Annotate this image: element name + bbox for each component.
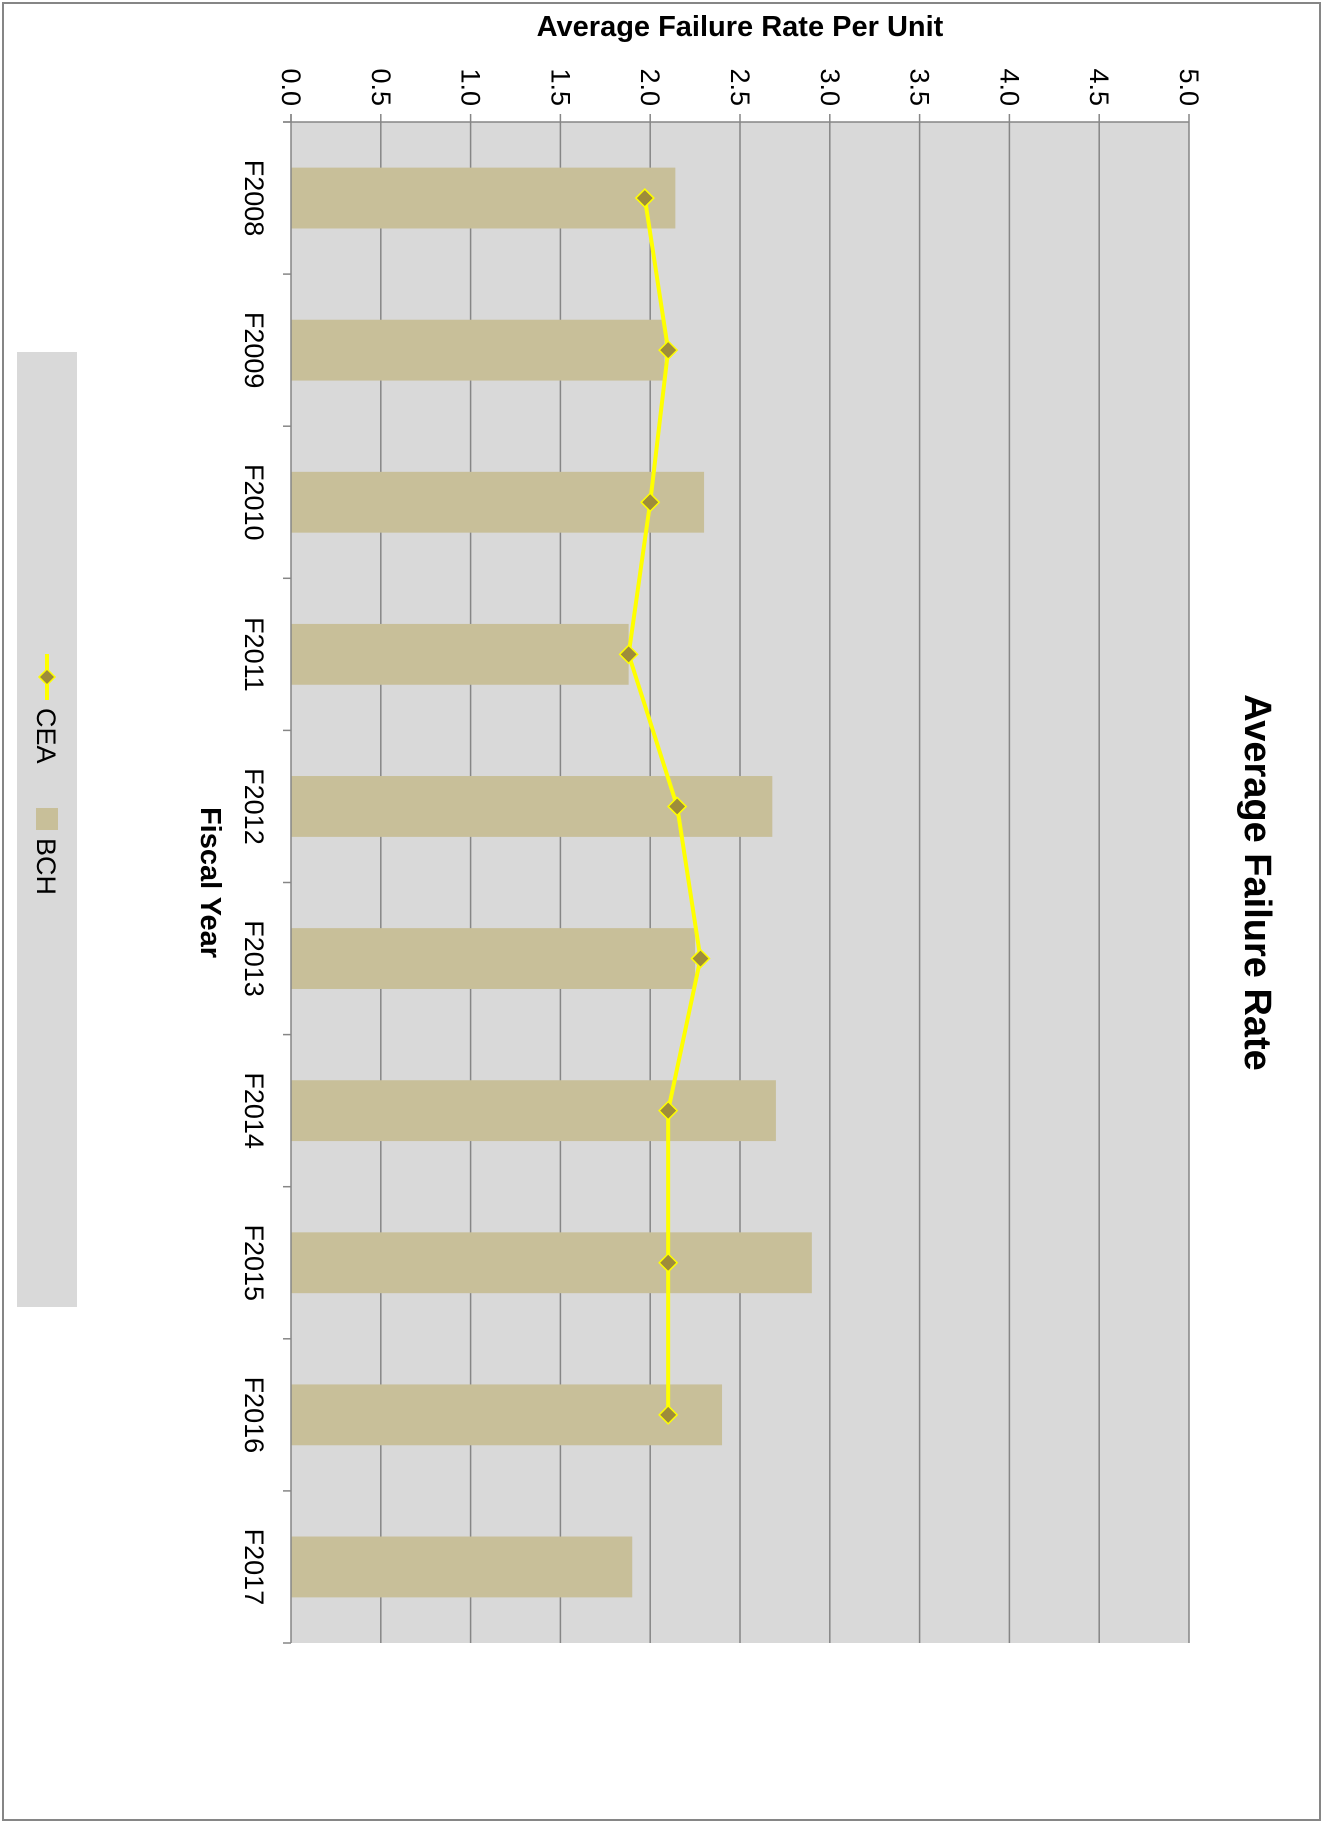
cea-marker xyxy=(658,1252,679,1273)
bch-bar xyxy=(291,623,629,685)
y-tick-label: 5.0 xyxy=(1174,68,1204,106)
bch-bar xyxy=(291,167,676,229)
y-tick-label: 1.0 xyxy=(456,68,486,106)
x-tick-label: F2013 xyxy=(239,920,269,997)
bch-bar xyxy=(290,1232,812,1294)
legend-bch-swatch xyxy=(36,808,58,830)
legend: BCH CEA xyxy=(17,352,77,1307)
cea-marker xyxy=(667,796,688,817)
y-tick-labels: 0.0 0.5 1.0 1.5 2.0 2.5 3.0 3.5 4.0 4.5 5.0 xyxy=(276,68,1204,106)
bch-bar xyxy=(291,776,773,837)
x-tick-label: F2015 xyxy=(239,1224,269,1301)
y-tick-label: 2.0 xyxy=(635,68,665,106)
cea-marker xyxy=(690,948,711,969)
x-tick-label: F2011 xyxy=(239,617,269,692)
y-tick-label: 4.0 xyxy=(994,68,1024,106)
cea-marker xyxy=(634,187,655,209)
bch-bar xyxy=(291,471,705,533)
legend-cea-label: CEA xyxy=(31,708,61,764)
bch-bar xyxy=(291,1536,633,1598)
y-tick-label: 1.5 xyxy=(545,68,575,106)
x-axis-title: Fiscal Year xyxy=(194,807,226,958)
bch-bar xyxy=(291,319,665,381)
cea-marker xyxy=(658,340,679,361)
cea-markers xyxy=(618,187,711,1425)
y-tick-label: 3.5 xyxy=(905,68,935,106)
y-tick-label: 4.5 xyxy=(1084,68,1114,106)
chart-title: Average Failure Rate xyxy=(1236,694,1278,1071)
y-tick-label: 2.5 xyxy=(725,68,755,106)
legend-cea-marker xyxy=(37,667,57,687)
y-axis-title: Average Failure Rate Per Unit xyxy=(537,11,944,43)
x-tick-label: F2016 xyxy=(239,1377,269,1454)
axes xyxy=(283,114,1190,1644)
x-tick-labels: F2008 F2009 F2010 F2011 F2012 F2013 F2014 F2015… xyxy=(239,160,269,1605)
cea-marker xyxy=(658,1100,679,1121)
bch-bar xyxy=(290,928,696,989)
cea-marker xyxy=(640,492,661,513)
y-tick-label: 0.0 xyxy=(276,68,306,106)
legend-bch-label: BCH xyxy=(31,838,61,895)
x-tick-label: F2014 xyxy=(239,1072,269,1149)
y-tick-label: 0.5 xyxy=(366,68,396,106)
x-tick-label: F2009 xyxy=(239,312,269,389)
cea-marker xyxy=(618,644,639,665)
bch-bar xyxy=(290,1384,723,1446)
bch-bar xyxy=(290,1080,776,1142)
x-tick-label: F2010 xyxy=(239,464,269,541)
bch-bars xyxy=(290,167,812,1598)
rotated-chart: 0.0 0.5 1.0 1.5 2.0 2.5 3.0 3.5 4.0 4.5 5.0 F2008F… xyxy=(17,11,1278,1644)
x-tick-label: F2012 xyxy=(239,768,269,845)
cea-marker xyxy=(658,1404,679,1425)
y-tick-label: 3.0 xyxy=(815,68,845,106)
x-tick-label: F2008 xyxy=(239,160,269,237)
x-tick-label: F2017 xyxy=(239,1529,269,1606)
